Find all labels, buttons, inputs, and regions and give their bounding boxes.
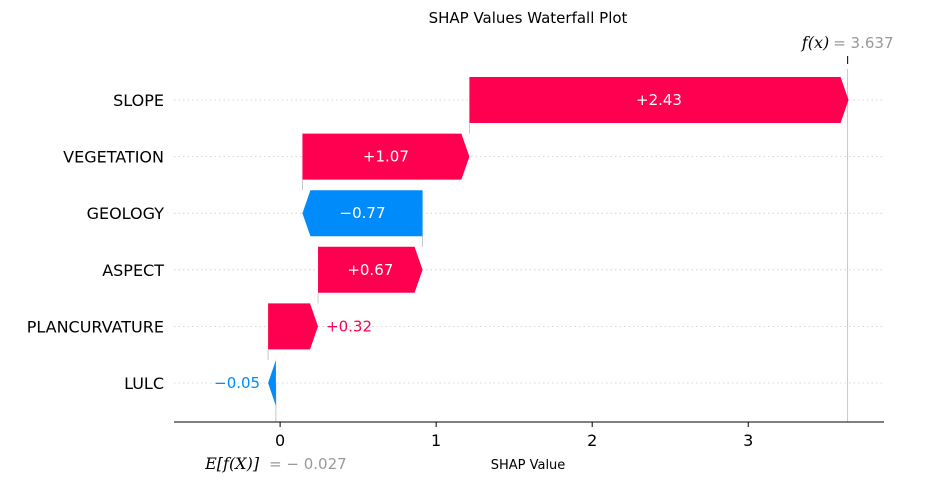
feature-label: LULC: [124, 374, 164, 393]
value-label: +1.07: [363, 148, 409, 166]
feature-label: ASPECT: [102, 261, 164, 280]
final-value-annotation: f(x) = 3.637: [801, 33, 894, 52]
feature-label: GEOLOGY: [87, 204, 165, 223]
bar-geology: [302, 190, 423, 237]
x-tick-label: 1: [431, 431, 441, 450]
x-tick-label: 3: [743, 431, 753, 450]
x-axis: 0 1 2 3 SHAP Value: [174, 56, 884, 473]
value-label: +2.43: [636, 91, 682, 109]
bar-plancurvature: [268, 303, 319, 350]
value-label: +0.32: [326, 317, 372, 335]
feature-labels: SLOPE VEGETATION GEOLOGY ASPECT PLANCURVATUR…: [27, 91, 165, 393]
bar-lulc: [268, 360, 276, 406]
bar-slope: [469, 77, 849, 123]
bar-aspect: [318, 246, 423, 293]
base-value-annotation: E[f(X)] = − 0.027: [204, 454, 347, 473]
bars: [268, 77, 849, 406]
value-label: +0.67: [347, 261, 393, 279]
x-tick-label: 0: [275, 431, 285, 450]
chart-title: SHAP Values Waterfall Plot: [429, 9, 628, 27]
x-tick-label: 2: [587, 431, 597, 450]
feature-label: SLOPE: [113, 91, 164, 110]
bar-vegetation: [302, 133, 470, 180]
x-axis-label: SHAP Value: [491, 458, 566, 473]
feature-label: PLANCURVATURE: [27, 317, 164, 336]
value-label: −0.05: [214, 374, 260, 392]
annotations: f(x) = 3.637 E[f(X)] = − 0.027: [204, 33, 893, 473]
value-labels: +2.43 +1.07 −0.77 +0.67 +0.32 −0.05: [214, 91, 682, 392]
feature-label: VEGETATION: [63, 148, 164, 167]
value-label: −0.77: [340, 204, 386, 222]
